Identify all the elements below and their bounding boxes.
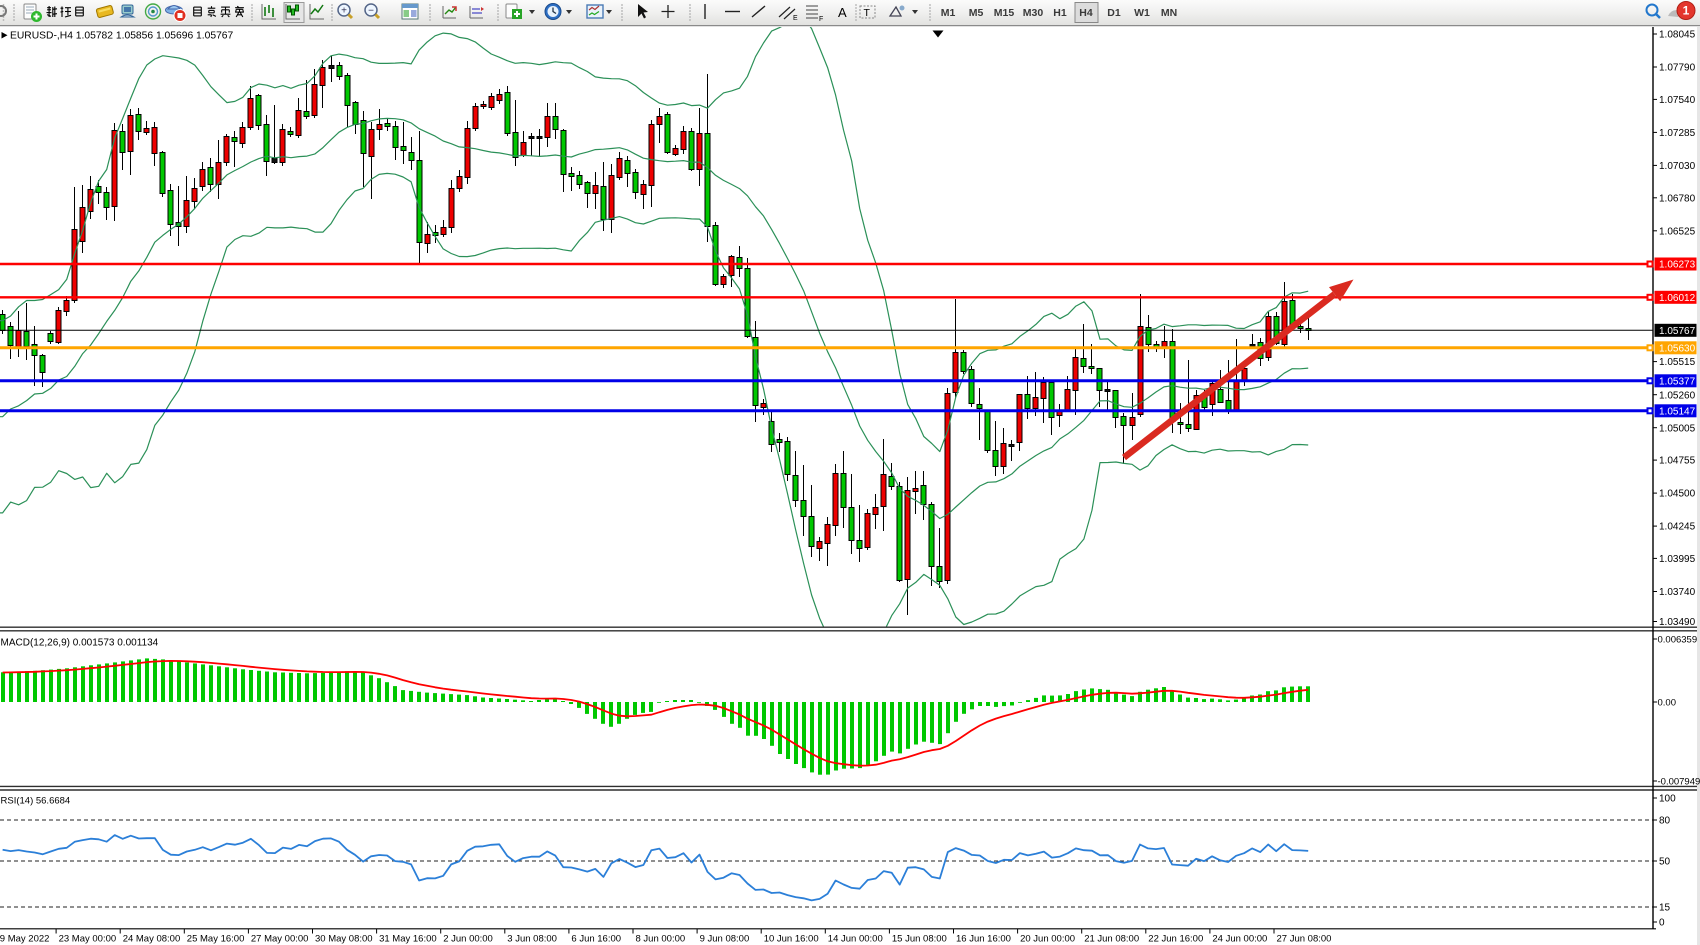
svg-text:27 Jun 08:00: 27 Jun 08:00 (1277, 934, 1332, 945)
svg-text:F: F (819, 16, 823, 23)
svg-text:D1: D1 (1107, 7, 1121, 19)
svg-text:H1: H1 (1053, 7, 1067, 19)
svg-text:80: 80 (1659, 816, 1671, 827)
svg-text:1.05515: 1.05515 (1659, 357, 1696, 368)
svg-text:1.08045: 1.08045 (1659, 30, 1696, 41)
svg-text:MACD(12,26,9) 0.001573 0.00113: MACD(12,26,9) 0.001573 0.001134 (1, 638, 159, 649)
svg-text:1.04245: 1.04245 (1659, 522, 1696, 533)
svg-text:-0.007949: -0.007949 (1658, 777, 1700, 788)
svg-text:9 Jun 08:00: 9 Jun 08:00 (700, 934, 750, 945)
svg-text:1.07285: 1.07285 (1659, 128, 1696, 139)
svg-text:21 Jun 08:00: 21 Jun 08:00 (1084, 934, 1139, 945)
svg-text:16 Jun 16:00: 16 Jun 16:00 (956, 934, 1011, 945)
svg-text:M1: M1 (941, 7, 956, 19)
svg-text:1.03995: 1.03995 (1659, 554, 1696, 565)
svg-text:30 May 08:00: 30 May 08:00 (315, 934, 373, 945)
svg-text:1.07790: 1.07790 (1659, 63, 1696, 74)
svg-text:0.00: 0.00 (1658, 698, 1677, 709)
svg-text:1.07540: 1.07540 (1659, 95, 1696, 106)
svg-text:1.03490: 1.03490 (1659, 617, 1696, 628)
svg-text:1.06012: 1.06012 (1659, 293, 1696, 304)
svg-text:1.05005: 1.05005 (1659, 423, 1696, 434)
svg-text:100: 100 (1659, 794, 1676, 805)
svg-text:−: − (368, 6, 374, 17)
svg-text:1.04755: 1.04755 (1659, 456, 1696, 467)
svg-text:T: T (864, 7, 871, 19)
svg-text:1.05260: 1.05260 (1659, 390, 1696, 401)
svg-text:0.006359: 0.006359 (1658, 635, 1698, 646)
svg-text:6 Jun 16:00: 6 Jun 16:00 (571, 934, 621, 945)
svg-text:10 Jun 16:00: 10 Jun 16:00 (764, 934, 819, 945)
svg-text:A: A (838, 5, 847, 20)
svg-text:15: 15 (1659, 903, 1671, 914)
svg-text:24 May 08:00: 24 May 08:00 (123, 934, 181, 945)
svg-text:3 Jun 08:00: 3 Jun 08:00 (507, 934, 557, 945)
svg-text:1: 1 (1683, 4, 1690, 18)
svg-text:MN: MN (1161, 7, 1177, 19)
svg-text:+: + (341, 6, 347, 17)
svg-text:M15: M15 (994, 7, 1015, 19)
svg-text:15 Jun 08:00: 15 Jun 08:00 (892, 934, 947, 945)
svg-text:25 May 16:00: 25 May 16:00 (187, 934, 245, 945)
svg-text:1.03740: 1.03740 (1659, 587, 1696, 598)
svg-text:50: 50 (1659, 857, 1671, 868)
svg-text:1.05147: 1.05147 (1659, 406, 1696, 417)
svg-text:1.06780: 1.06780 (1659, 193, 1696, 204)
svg-text:19 May 2022: 19 May 2022 (0, 934, 49, 945)
svg-text:1.05377: 1.05377 (1659, 376, 1696, 387)
svg-text:W1: W1 (1134, 7, 1150, 19)
svg-text:1.04500: 1.04500 (1659, 489, 1696, 500)
svg-text:1.06273: 1.06273 (1659, 260, 1696, 271)
svg-text:27 May 00:00: 27 May 00:00 (251, 934, 309, 945)
svg-text:23 May 00:00: 23 May 00:00 (59, 934, 117, 945)
svg-text:M30: M30 (1023, 7, 1044, 19)
svg-text:E: E (793, 15, 798, 22)
svg-text:20 Jun 00:00: 20 Jun 00:00 (1020, 934, 1075, 945)
svg-text:RSI(14) 56.6684: RSI(14) 56.6684 (1, 796, 71, 807)
svg-text:2 Jun 00:00: 2 Jun 00:00 (443, 934, 493, 945)
svg-text:1.05767: 1.05767 (1659, 326, 1696, 337)
svg-text:1.06525: 1.06525 (1659, 226, 1696, 237)
svg-text:1.07030: 1.07030 (1659, 161, 1696, 172)
svg-text:EURUSD-,H4 1.05782 1.05856 1.: EURUSD-,H4 1.05782 1.05856 1.05696 1.057… (10, 31, 234, 42)
svg-text:31 May 16:00: 31 May 16:00 (379, 934, 437, 945)
svg-text:14 Jun 00:00: 14 Jun 00:00 (828, 934, 883, 945)
svg-text:H4: H4 (1079, 7, 1093, 19)
svg-text:1.05630: 1.05630 (1659, 343, 1696, 354)
svg-text:24 Jun 00:00: 24 Jun 00:00 (1212, 934, 1267, 945)
svg-text:0: 0 (1659, 918, 1665, 929)
svg-text:M5: M5 (969, 7, 984, 19)
svg-text:22 Jun 16:00: 22 Jun 16:00 (1148, 934, 1203, 945)
svg-text:8 Jun 00:00: 8 Jun 00:00 (636, 934, 686, 945)
